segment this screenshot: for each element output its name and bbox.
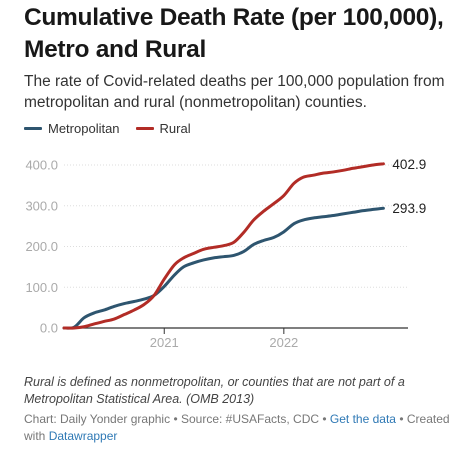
x-tick-label: 2021 bbox=[150, 335, 179, 350]
credits-separator: • bbox=[173, 412, 178, 426]
credits-separator: • bbox=[322, 412, 327, 426]
y-tick-label: 400.0 bbox=[25, 158, 58, 173]
legend: Metropolitan Rural bbox=[24, 121, 207, 136]
credits-separator: • bbox=[399, 412, 404, 426]
series-line-rural bbox=[62, 162, 385, 330]
legend-swatch-metropolitan bbox=[24, 127, 42, 130]
footnote: Rural is defined as nonmetropolitan, or … bbox=[24, 375, 405, 406]
end-value-label-rural: 402.9 bbox=[392, 157, 426, 172]
x-tick-label: 2022 bbox=[269, 335, 298, 350]
series-line-metropolitan bbox=[62, 206, 385, 330]
legend-item-metropolitan: Metropolitan bbox=[24, 121, 120, 136]
credits: Chart: Daily Yonder graphic • Source: #U… bbox=[24, 411, 464, 445]
datawrapper-link[interactable]: Datawrapper bbox=[48, 429, 118, 443]
legend-label-rural: Rural bbox=[159, 121, 191, 136]
credits-created-with: Created with bbox=[24, 412, 450, 443]
get-the-data-link[interactable]: Get the data bbox=[329, 412, 396, 426]
y-tick-label: 300.0 bbox=[25, 198, 58, 213]
y-tick-label: 200.0 bbox=[25, 239, 58, 254]
legend-item-rural: Rural bbox=[135, 121, 191, 136]
chart-title: Cumulative Death Rate (per 100,000), Met… bbox=[24, 4, 444, 63]
credits-chart-label: Chart: Daily Yonder graphic bbox=[24, 412, 171, 426]
legend-label-metropolitan: Metropolitan bbox=[48, 121, 120, 136]
legend-swatch-rural bbox=[135, 127, 154, 130]
credits-source-label: Source: #USAFacts, CDC bbox=[180, 412, 320, 426]
y-tick-label: 0.0 bbox=[40, 321, 58, 336]
line-chart: 0.0 100.0 200.0 300.0 400.0 2021 2022 293.9 402.… bbox=[25, 157, 426, 350]
end-value-label-metropolitan: 293.9 bbox=[392, 201, 426, 216]
y-tick-label: 100.0 bbox=[25, 280, 58, 295]
chart-subtitle: The rate of Covid-related deaths per 100… bbox=[24, 73, 445, 111]
